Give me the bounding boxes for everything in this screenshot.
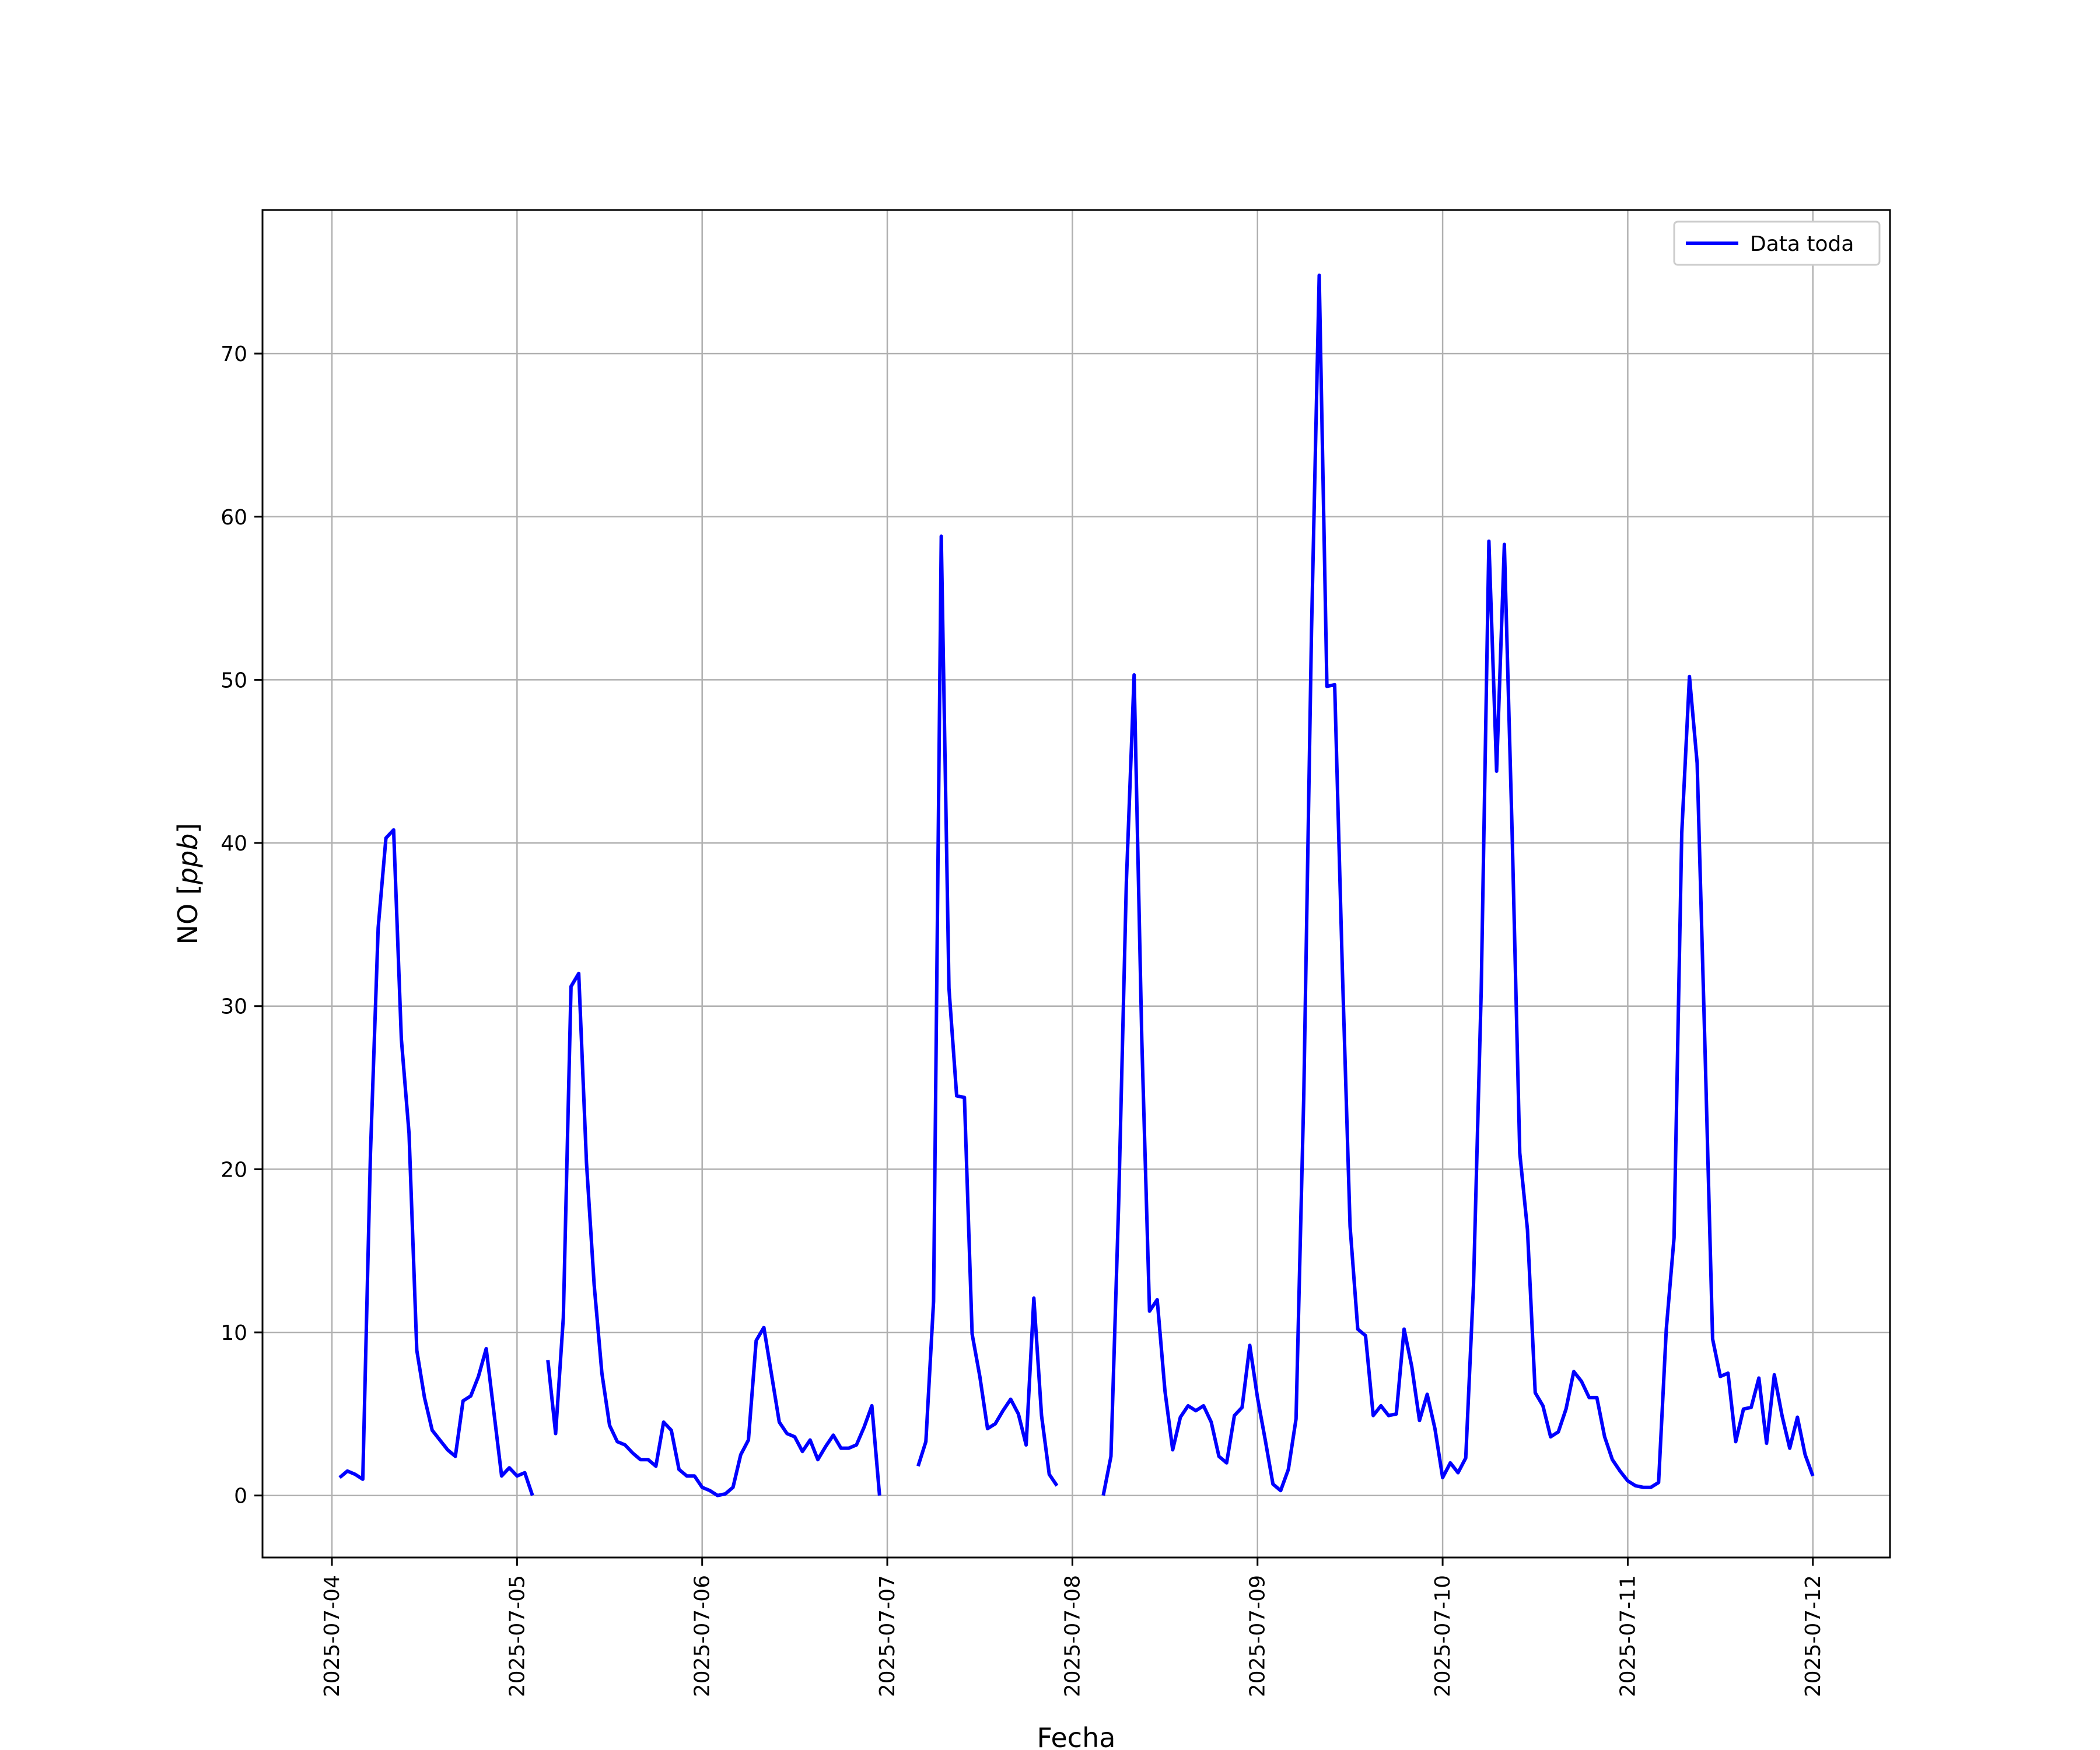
x-tick-label: 2025-07-08 [1060,1575,1084,1697]
x-tick-label: 2025-07-04 [320,1575,344,1697]
y-tick-label: 40 [220,832,247,856]
x-tick-label: 2025-07-10 [1431,1575,1455,1697]
x-tick-label: 2025-07-06 [691,1575,715,1697]
x-tick-label: 2025-07-07 [876,1575,900,1697]
y-tick-label: 10 [220,1321,247,1345]
plot-frame [261,209,1891,1559]
data-series [338,273,1815,1497]
y-tick-label: 50 [220,668,247,692]
x-tick-label: 2025-07-11 [1616,1575,1640,1697]
y-tick-label: 60 [220,506,247,530]
y-tick-label: 30 [220,995,247,1019]
y-tick-label: 70 [220,342,247,366]
legend: Data toda [1673,220,1881,266]
x-axis-ticks: 2025-07-04 2025-07-05 2025-07-06 2025-07-07… [320,1558,1825,1697]
y-axis-ticks: 0 10 20 30 40 50 60 70 [220,342,262,1508]
x-tick-label: 2025-07-12 [1801,1575,1825,1697]
x-axis-label: Fecha [1037,1722,1116,1750]
series-line-0 [338,273,1815,1497]
y-axis-label-unit: ppb [172,834,204,886]
x-tick-label: 2025-07-09 [1246,1575,1270,1697]
x-tick-label: 2025-07-05 [505,1575,529,1697]
y-tick-label: 0 [234,1485,247,1508]
y-axis-label-close: ] [172,823,204,834]
y-axis-label-main: NO [ [172,884,204,944]
legend-label: Data toda [1750,232,1854,256]
legend-box [1673,220,1881,266]
grid-lines [262,210,1890,1558]
y-tick-label: 20 [220,1158,247,1182]
y-axis-label: NO [ppb] [172,823,204,945]
